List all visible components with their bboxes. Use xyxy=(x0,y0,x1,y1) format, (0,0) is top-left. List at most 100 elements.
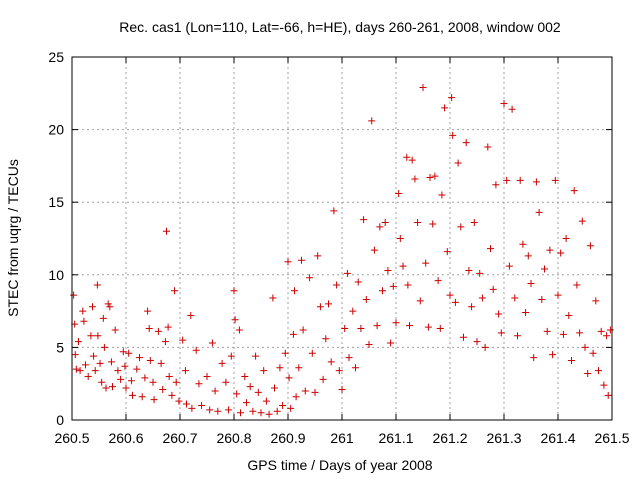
data-point xyxy=(265,410,273,418)
data-point xyxy=(127,377,135,385)
y-tick-label: 20 xyxy=(48,122,64,138)
data-point xyxy=(290,287,298,295)
data-point xyxy=(384,266,392,274)
data-point xyxy=(308,349,316,357)
data-point xyxy=(581,343,589,351)
data-point xyxy=(416,297,424,305)
data-point xyxy=(360,216,368,224)
data-point xyxy=(285,374,293,382)
x-tick-labels: 260.5 260.6 260.7 260.8 260.9 261 261.1 261.2 26… xyxy=(54,430,629,446)
data-point xyxy=(276,364,284,372)
data-point xyxy=(292,393,300,401)
data-point xyxy=(150,396,158,404)
data-point xyxy=(93,281,101,289)
y-axis-label: STEC from uqrg / TECUs xyxy=(5,159,21,317)
x-tick-label: 261.2 xyxy=(432,430,467,446)
data-point xyxy=(211,387,219,395)
data-point xyxy=(168,391,176,399)
data-point xyxy=(330,207,338,215)
data-point xyxy=(161,338,169,346)
data-point xyxy=(114,367,122,375)
data-point xyxy=(448,94,456,102)
data-point xyxy=(279,401,287,409)
data-point xyxy=(227,352,235,360)
data-point xyxy=(606,326,614,334)
data-point xyxy=(287,404,295,412)
data-point xyxy=(154,327,162,335)
data-point xyxy=(343,269,351,277)
data-point xyxy=(79,307,87,315)
data-point xyxy=(188,404,196,412)
data-point xyxy=(465,266,473,274)
data-point xyxy=(478,294,486,302)
data-point xyxy=(80,317,88,325)
data-point xyxy=(208,339,216,347)
data-point xyxy=(242,399,250,407)
data-point xyxy=(370,246,378,254)
data-point xyxy=(424,323,432,331)
data-point xyxy=(104,300,112,308)
data-point xyxy=(392,319,400,327)
data-point xyxy=(565,311,573,319)
data-point xyxy=(576,329,584,337)
data-point xyxy=(492,181,500,189)
data-point xyxy=(172,378,180,386)
data-point xyxy=(175,397,183,405)
data-point xyxy=(554,291,562,299)
data-point xyxy=(551,176,559,184)
data-point xyxy=(138,393,146,401)
data-point xyxy=(597,327,605,335)
data-point xyxy=(254,388,262,396)
axis-ticks xyxy=(71,56,613,421)
data-point xyxy=(246,383,254,391)
data-point xyxy=(473,338,481,346)
data-point xyxy=(429,220,437,228)
data-point xyxy=(426,174,434,182)
data-points xyxy=(70,83,614,418)
data-point xyxy=(460,333,467,341)
data-point xyxy=(368,117,376,125)
data-point xyxy=(481,343,489,351)
data-point xyxy=(403,153,411,161)
data-point xyxy=(543,327,551,335)
data-point xyxy=(500,99,508,107)
data-point xyxy=(119,348,127,356)
data-point xyxy=(595,367,602,375)
data-point xyxy=(524,252,532,260)
data-point xyxy=(470,219,478,227)
y-tick-label: 15 xyxy=(48,194,64,210)
data-point xyxy=(301,387,309,395)
data-point xyxy=(441,104,449,112)
data-point xyxy=(519,240,527,248)
data-point xyxy=(295,364,303,372)
data-point xyxy=(181,367,189,375)
data-point xyxy=(121,362,129,370)
data-point xyxy=(541,265,548,273)
data-point xyxy=(411,175,419,183)
data-point xyxy=(446,291,454,299)
data-point xyxy=(419,83,427,91)
data-point xyxy=(379,287,386,295)
data-point xyxy=(136,354,143,362)
data-point xyxy=(225,406,233,414)
data-point xyxy=(431,172,439,180)
data-point xyxy=(327,358,335,366)
data-point xyxy=(449,131,457,139)
x-tick-label: 261.5 xyxy=(594,430,629,446)
data-point xyxy=(559,330,567,338)
data-point xyxy=(299,326,307,334)
y-tick-label: 0 xyxy=(56,412,64,428)
x-tick-label: 260.8 xyxy=(216,430,251,446)
x-tick-label: 260.7 xyxy=(162,430,197,446)
data-point xyxy=(179,336,187,344)
data-point xyxy=(406,322,413,330)
data-point xyxy=(357,325,365,333)
data-point xyxy=(532,178,540,186)
data-point xyxy=(603,332,611,340)
data-point xyxy=(90,352,98,360)
data-point xyxy=(516,176,524,184)
data-point xyxy=(399,262,407,270)
data-point xyxy=(76,367,84,375)
data-point xyxy=(319,375,327,383)
